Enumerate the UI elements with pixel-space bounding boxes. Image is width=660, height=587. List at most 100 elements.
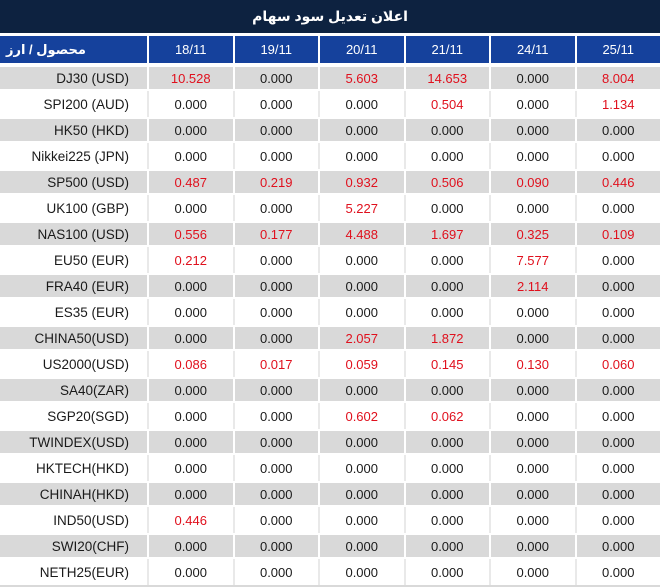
dividend-value-cell: 0.000 [320, 377, 404, 403]
dividend-value-cell: 0.000 [320, 533, 404, 559]
dividend-value-cell: 1.872 [405, 325, 489, 351]
instrument-label: NAS100 (USD) [0, 221, 147, 247]
table-row: DJ30 (USD) 10.528 0.000 5.603 14.653 0.000 8.0… [0, 65, 660, 91]
dividend-value-cell: 0.000 [234, 299, 318, 325]
dividend-value-cell: 0.090 [491, 169, 575, 195]
instrument-label: EU50 (EUR) [0, 247, 147, 273]
dividend-value-cell: 0.000 [320, 273, 404, 299]
dividend-value-cell: 0.506 [405, 169, 489, 195]
dividend-value-cell: 0.000 [491, 195, 575, 221]
dividend-value-cell: 0.000 [320, 429, 404, 455]
dividend-value-cell: 8.004 [576, 65, 660, 91]
table-row: HK50 (HKD) 0.000 0.000 0.000 0.000 0.000 0.000 [0, 117, 660, 143]
column-header-date-6: 25/11 [576, 36, 660, 63]
dividend-value-cell: 0.487 [149, 169, 233, 195]
dividend-value-cell: 0.000 [491, 299, 575, 325]
dividend-value-cell: 0.017 [234, 351, 318, 377]
instrument-label: IND50(USD) [0, 507, 147, 533]
dividend-value-cell: 0.000 [320, 455, 404, 481]
instrument-label: SWI20(CHF) [0, 533, 147, 559]
dividend-value-cell: 0.060 [576, 351, 660, 377]
dividend-value-cell: 0.219 [234, 169, 318, 195]
dividend-value-cell: 0.000 [491, 559, 575, 585]
dividend-value-cell: 0.000 [234, 403, 318, 429]
dividend-value-cell: 0.000 [576, 533, 660, 559]
dividend-value-cell: 0.000 [149, 429, 233, 455]
dividend-value-cell: 2.114 [491, 273, 575, 299]
column-header-date-3: 20/11 [320, 36, 404, 63]
dividend-value-cell: 0.000 [234, 65, 318, 91]
dividend-value-cell: 0.000 [149, 195, 233, 221]
dividend-value-cell: 0.932 [320, 169, 404, 195]
instrument-label: NETH25(EUR) [0, 559, 147, 585]
dividend-value-cell: 0.145 [405, 351, 489, 377]
dividend-value-cell: 2.057 [320, 325, 404, 351]
instrument-label: US2000(USD) [0, 351, 147, 377]
dividend-value-cell: 0.000 [491, 65, 575, 91]
dividend-value-cell: 14.653 [405, 65, 489, 91]
dividend-value-cell: 0.000 [576, 481, 660, 507]
dividend-value-cell: 0.000 [234, 377, 318, 403]
dividend-value-cell: 0.000 [405, 273, 489, 299]
dividend-value-cell: 0.000 [149, 143, 233, 169]
dividend-value-cell: 0.000 [491, 143, 575, 169]
dividend-value-cell: 0.000 [149, 559, 233, 585]
dividend-value-cell: 0.000 [491, 403, 575, 429]
table-row: SA40(ZAR) 0.000 0.000 0.000 0.000 0.000 0.000 [0, 377, 660, 403]
dividend-value-cell: 0.000 [491, 377, 575, 403]
instrument-label: HK50 (HKD) [0, 117, 147, 143]
dividend-value-cell: 0.000 [234, 429, 318, 455]
dividend-value-cell: 0.000 [576, 429, 660, 455]
dividend-value-cell: 0.000 [234, 195, 318, 221]
column-header-product-currency: محصول / ارز [0, 36, 147, 63]
dividend-value-cell: 0.000 [576, 507, 660, 533]
dividend-value-cell: 0.000 [320, 559, 404, 585]
dividend-value-cell: 0.000 [234, 247, 318, 273]
dividend-value-cell: 0.000 [320, 117, 404, 143]
bottom-edge-strip [0, 585, 660, 587]
dividend-value-cell: 0.109 [576, 221, 660, 247]
dividend-value-cell: 0.000 [576, 299, 660, 325]
dividend-value-cell: 0.556 [149, 221, 233, 247]
table-row: SP500 (USD) 0.487 0.219 0.932 0.506 0.090 0.44… [0, 169, 660, 195]
dividend-value-cell: 0.000 [320, 299, 404, 325]
table-row: ES35 (EUR) 0.000 0.000 0.000 0.000 0.000 0.000 [0, 299, 660, 325]
instrument-label: FRA40 (EUR) [0, 273, 147, 299]
dividend-value-cell: 0.000 [405, 559, 489, 585]
dividend-value-cell: 0.130 [491, 351, 575, 377]
dividend-value-cell: 0.177 [234, 221, 318, 247]
instrument-label: Nikkei225 (JPN) [0, 143, 147, 169]
table-row: NETH25(EUR) 0.000 0.000 0.000 0.000 0.000 0.00… [0, 559, 660, 585]
table-row: Nikkei225 (JPN) 0.000 0.000 0.000 0.000 0.000… [0, 143, 660, 169]
dividend-value-cell: 0.000 [149, 377, 233, 403]
dividend-value-cell: 0.000 [491, 533, 575, 559]
dividend-value-cell: 0.000 [405, 247, 489, 273]
dividend-value-cell: 0.000 [234, 325, 318, 351]
dividend-value-cell: 0.000 [576, 377, 660, 403]
dividend-value-cell: 0.000 [234, 273, 318, 299]
table-row: FRA40 (EUR) 0.000 0.000 0.000 0.000 2.114 0.00… [0, 273, 660, 299]
dividend-value-cell: 0.000 [405, 299, 489, 325]
instrument-label: TWINDEX(USD) [0, 429, 147, 455]
table-row: SPI200 (AUD) 0.000 0.000 0.000 0.504 0.000 1.1… [0, 91, 660, 117]
table-header-row: محصول / ارز 18/11 19/11 20/11 21/11 24/1… [0, 36, 660, 63]
instrument-label: SGP20(SGD) [0, 403, 147, 429]
dividend-value-cell: 0.000 [405, 507, 489, 533]
dividend-value-cell: 0.000 [405, 377, 489, 403]
instrument-label: SPI200 (AUD) [0, 91, 147, 117]
dividend-value-cell: 0.000 [491, 507, 575, 533]
dividend-value-cell: 0.000 [320, 91, 404, 117]
dividend-value-cell: 0.000 [405, 481, 489, 507]
dividend-value-cell: 0.000 [576, 455, 660, 481]
dividend-value-cell: 7.577 [491, 247, 575, 273]
instrument-label: ES35 (EUR) [0, 299, 147, 325]
column-header-date-4: 21/11 [405, 36, 489, 63]
dividend-value-cell: 0.086 [149, 351, 233, 377]
dividend-value-cell: 0.000 [576, 273, 660, 299]
table-row: TWINDEX(USD) 0.000 0.000 0.000 0.000 0.000 0.0… [0, 429, 660, 455]
dividend-value-cell: 0.000 [576, 247, 660, 273]
dividend-value-cell: 0.000 [320, 247, 404, 273]
dividend-value-cell: 0.000 [405, 143, 489, 169]
dividend-value-cell: 0.000 [149, 91, 233, 117]
